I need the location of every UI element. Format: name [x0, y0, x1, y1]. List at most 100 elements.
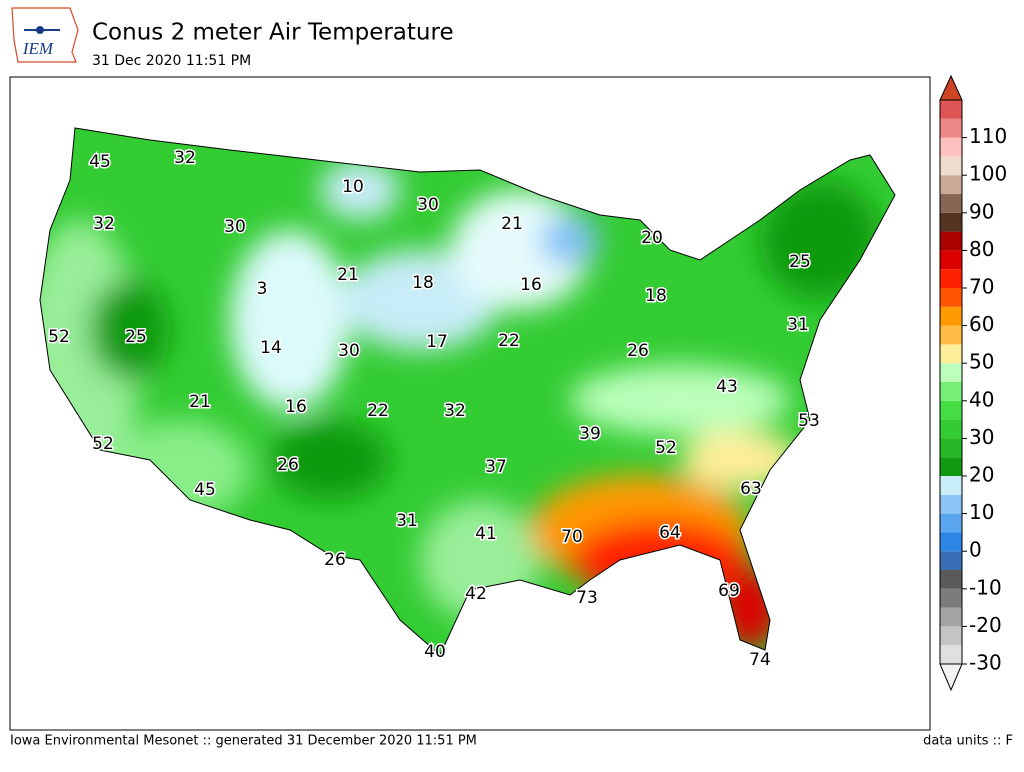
colorbar-band: [940, 551, 962, 570]
station-label: 22: [498, 331, 520, 351]
colorbar-band: [940, 438, 962, 458]
station-label: 43: [716, 377, 738, 397]
station-label: 30: [338, 341, 360, 361]
station-label: 18: [645, 286, 667, 306]
colorbar-arrow-top: [939, 74, 963, 101]
station-label: 53: [798, 411, 820, 431]
station-label: 17: [426, 332, 448, 352]
colorbar-tick-label: 100: [969, 162, 1007, 186]
station-label: 63: [740, 479, 762, 499]
colorbar-band: [940, 419, 962, 439]
title: Conus 2 meter Air Temperature: [92, 20, 454, 46]
colorbar-band: [940, 325, 962, 345]
station-label: 52: [92, 434, 114, 454]
colorbar-band: [940, 118, 962, 138]
station-label: 3: [257, 279, 268, 299]
station-label: 37: [485, 457, 507, 477]
station-label: 26: [277, 455, 299, 475]
colorbar-arrow-bottom: [939, 663, 963, 692]
colorbar-band: [940, 344, 962, 364]
colorbar-band: [940, 288, 962, 307]
colorbar-tick-label: 20: [969, 463, 994, 487]
colorbar-tick-label: 50: [969, 350, 994, 374]
colorbar-band: [940, 494, 962, 514]
colorbar-band: [940, 645, 962, 664]
footer-right: data units :: F: [923, 734, 1013, 749]
station-label: 25: [125, 327, 147, 347]
colorbar-band: [940, 306, 962, 326]
colorbar-frame: [939, 99, 963, 665]
station-label: 31: [396, 511, 418, 531]
station-label: 52: [655, 438, 677, 458]
colorbar-band: [940, 626, 962, 646]
colorbar-band: [940, 212, 962, 232]
station-label: 42: [465, 584, 487, 604]
colorbar-tick-label: 70: [969, 275, 994, 299]
colorbar-band: [940, 231, 962, 251]
logo-text: IEM: [22, 39, 54, 58]
station-label: 73: [576, 588, 598, 608]
colorbar-band: [940, 513, 962, 533]
colorbar-band: [940, 607, 962, 627]
station-label: 22: [367, 401, 389, 421]
station-label: 21: [501, 214, 523, 234]
logo: IEM: [11, 7, 79, 63]
subtitle: 31 Dec 2020 11:51 PM: [92, 53, 251, 69]
colorbar-tick-label: 80: [969, 237, 994, 261]
colorbar-tick-label: 90: [969, 199, 994, 223]
colorbar-tick-label: 0: [969, 538, 982, 562]
station-label: 21: [189, 392, 211, 412]
station-label: 32: [174, 148, 196, 168]
station-label: 41: [475, 524, 497, 544]
colorbar-band: [940, 457, 962, 476]
station-label: 26: [627, 341, 649, 361]
station-label: 45: [89, 152, 111, 172]
station-label: 20: [641, 228, 663, 248]
station-label: 18: [412, 273, 434, 293]
colorbar: -30 -20 -10 0 10 20 30 40 50 60 70 80 90 100 110: [939, 74, 1007, 692]
colorbar-tick-label: 10: [969, 500, 994, 524]
station-label: 16: [285, 397, 307, 417]
station-label: 26: [324, 550, 346, 570]
colorbar-band: [940, 194, 962, 213]
colorbar-band: [940, 382, 962, 401]
colorbar-band: [940, 476, 962, 495]
colorbar-band: [940, 400, 962, 420]
colorbar-band: [940, 250, 962, 270]
station-label: 52: [48, 327, 70, 347]
station-label: 32: [93, 214, 115, 234]
station-label: 21: [337, 265, 359, 285]
colorbar-tick-label: 110: [969, 124, 1007, 148]
colorbar-band: [940, 100, 962, 119]
station-label: 40: [424, 642, 446, 662]
colorbar-tick-label: 40: [969, 387, 994, 411]
colorbar-tick-label: -20: [969, 613, 1002, 637]
footer-left: Iowa Environmental Mesonet :: generated …: [10, 734, 477, 749]
colorbar-tick-label: 30: [969, 425, 994, 449]
colorbar-band: [940, 137, 962, 157]
station-label: 39: [579, 424, 601, 444]
colorbar-band: [940, 570, 962, 589]
station-label: 69: [718, 581, 740, 601]
station-label: 45: [194, 480, 216, 500]
colorbar-band: [940, 532, 962, 552]
colorbar-band: [940, 588, 962, 608]
map-labels: 45 32 10 30 21 20 32 30 3 21 18 16 25 18 52 25 14 30 17 22 2…: [47, 147, 822, 672]
station-label: 30: [224, 217, 246, 237]
station-label: 70: [561, 527, 583, 547]
station-label: 10: [342, 177, 364, 197]
station-label: 64: [659, 523, 681, 543]
colorbar-band: [940, 175, 962, 194]
colorbar-band: [940, 363, 962, 382]
colorbar-tick-label: -30: [969, 651, 1002, 675]
colorbar-band: [940, 269, 962, 288]
station-label: 16: [520, 275, 542, 295]
colorbar-band: [940, 156, 962, 176]
station-label: 25: [789, 252, 811, 272]
station-label: 74: [749, 650, 771, 670]
colorbar-tick-label: 60: [969, 312, 994, 336]
station-label: 14: [260, 338, 282, 358]
station-label: 31: [787, 315, 809, 335]
colorbar-tick-label: -10: [969, 575, 1002, 599]
